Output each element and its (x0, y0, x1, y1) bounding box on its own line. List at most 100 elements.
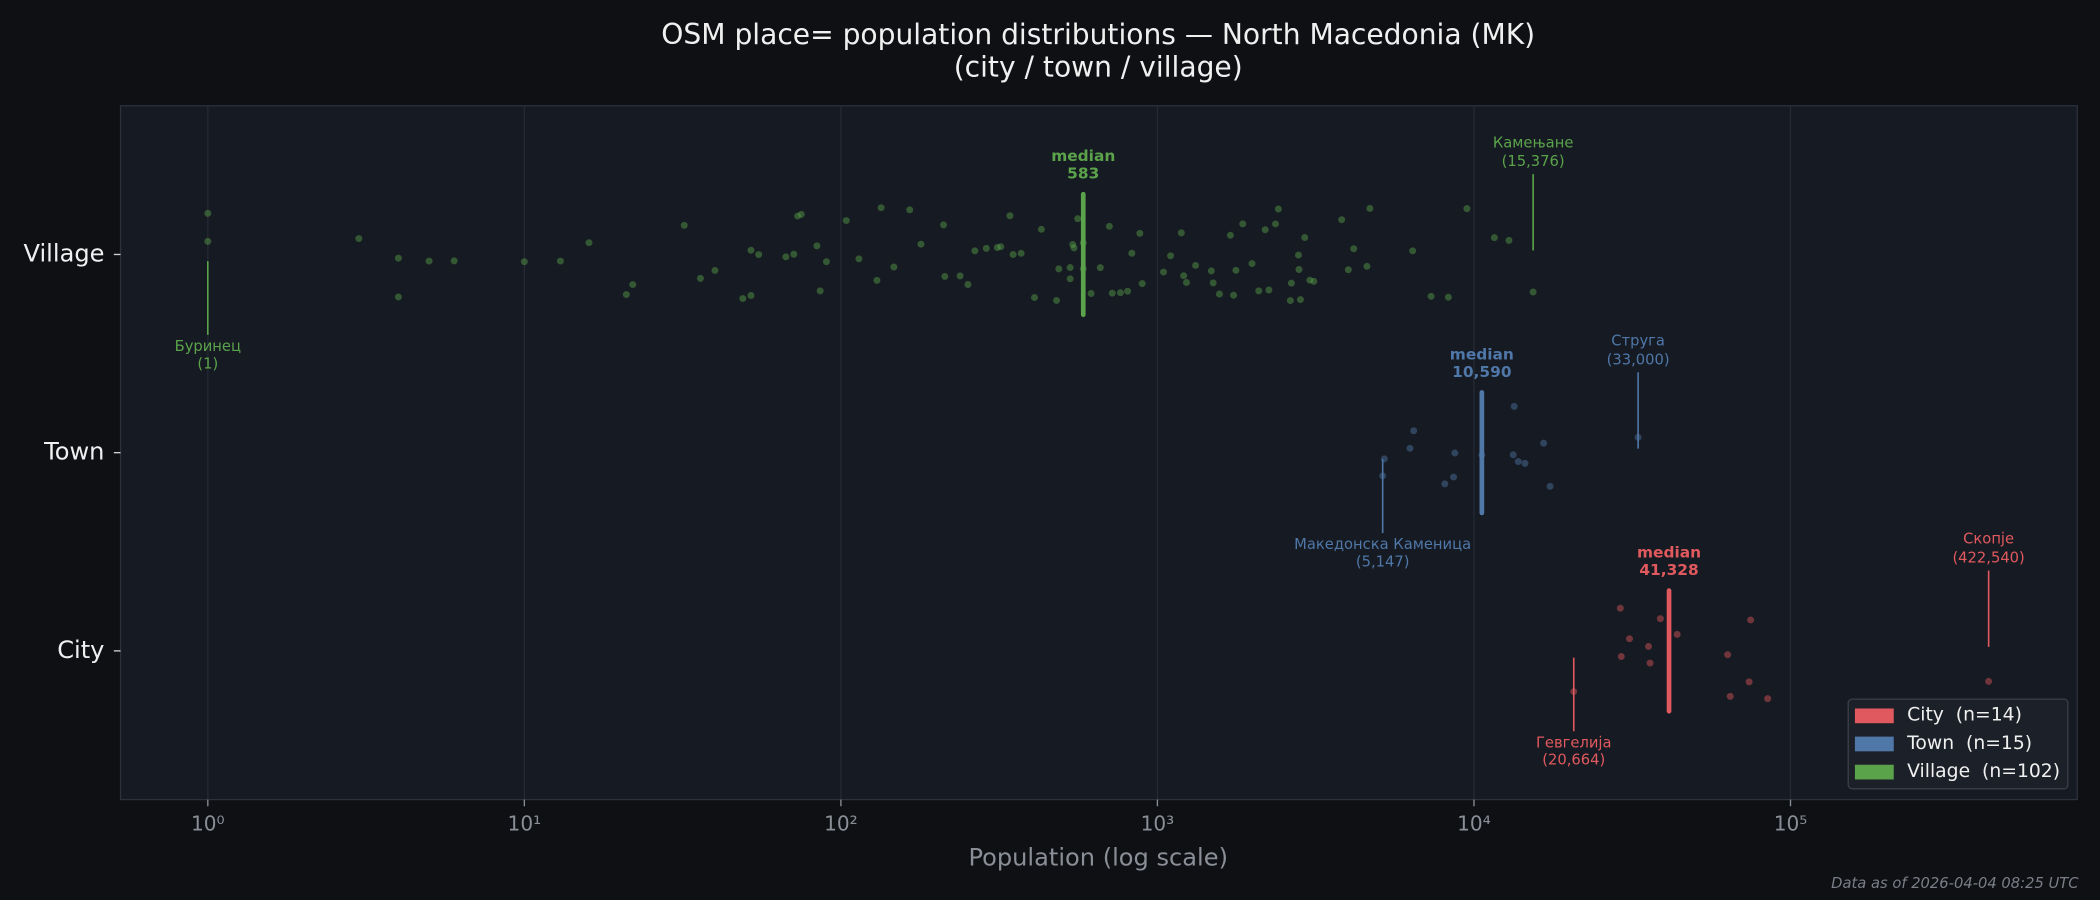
data-point (1053, 296, 1061, 304)
data-point (450, 257, 458, 265)
data-point (1255, 287, 1263, 295)
data-point (917, 240, 925, 248)
x-tick-label: 10⁰ (191, 812, 225, 836)
y-tick-label: Town (43, 438, 104, 466)
data-point (622, 291, 630, 299)
median-label: median (1637, 544, 1701, 562)
x-tick-label: 10² (824, 812, 858, 836)
data-point (1510, 402, 1518, 410)
data-point (1271, 220, 1279, 228)
data-point (1546, 482, 1554, 490)
footer: Data as of 2026-04-04 08:25 UTC (1831, 875, 2079, 892)
data-point (1410, 427, 1418, 435)
data-point (1248, 260, 1256, 268)
data-point (1295, 265, 1303, 273)
data-point (877, 204, 885, 212)
data-point (1096, 264, 1104, 272)
x-tick-label: 10¹ (508, 812, 542, 836)
data-point (1226, 231, 1234, 239)
data-point (1128, 249, 1136, 257)
data-point (1232, 266, 1240, 274)
legend-label: Village (n=102) (1907, 761, 2060, 782)
data-point (1764, 695, 1772, 703)
data-point (816, 287, 824, 295)
data-point (1006, 212, 1014, 220)
data-point (1306, 276, 1314, 284)
data-point (1441, 480, 1449, 488)
x-tick-label: 10⁵ (1774, 812, 1808, 836)
annotation-value: (20,664) (1542, 752, 1605, 769)
x-tick-label: 10³ (1141, 812, 1175, 836)
data-point (1286, 297, 1294, 305)
data-point (997, 243, 1005, 251)
data-point (822, 258, 830, 266)
data-point (1724, 651, 1732, 659)
legend-label: Town (n=15) (1906, 733, 2032, 754)
data-point (1673, 630, 1681, 638)
data-point (747, 246, 755, 254)
data-point (941, 272, 949, 280)
data-point (794, 212, 802, 220)
annotation-value: (422,540) (1952, 549, 2024, 566)
legend-swatch (1854, 708, 1894, 724)
data-point (355, 235, 363, 243)
data-point (1463, 205, 1471, 213)
data-point (1116, 289, 1124, 297)
annotation-value: (1) (197, 355, 218, 372)
median-label: median (1450, 345, 1514, 363)
data-point (993, 243, 1001, 251)
data-point (1136, 229, 1144, 237)
data-point (394, 254, 402, 262)
data-point (747, 292, 755, 299)
data-point (1138, 280, 1146, 288)
data-point (1505, 236, 1513, 244)
data-point (1265, 286, 1273, 294)
data-point (1444, 293, 1452, 301)
data-point (1207, 267, 1215, 275)
data-point (1055, 265, 1063, 273)
data-point (1301, 233, 1309, 241)
data-point (1656, 615, 1664, 623)
data-point (1209, 279, 1217, 287)
data-point (1239, 220, 1247, 228)
annotation-value: (15,376) (1502, 153, 1565, 170)
data-point (890, 263, 898, 271)
data-point (1450, 473, 1458, 481)
data-point (520, 258, 528, 266)
median-value: 41,328 (1639, 561, 1698, 579)
data-point (1230, 291, 1238, 299)
data-point (1167, 252, 1175, 260)
data-point (1616, 604, 1624, 612)
data-point (711, 266, 719, 274)
data-point (1427, 292, 1435, 300)
data-point (1261, 226, 1269, 234)
median-value: 583 (1067, 165, 1099, 183)
annotation-value: (5,147) (1356, 554, 1410, 571)
data-point (1747, 616, 1755, 624)
data-point (940, 221, 948, 229)
median-label: median (1051, 147, 1115, 165)
data-point (1617, 653, 1625, 660)
data-point (1074, 215, 1082, 223)
data-point (1338, 216, 1346, 224)
annotation-name: Камењане (1493, 134, 1574, 151)
data-point (1540, 439, 1548, 447)
data-point (1037, 225, 1045, 233)
y-tick-label: Village (24, 239, 105, 267)
median-value: 10,590 (1452, 363, 1511, 381)
data-point (1350, 245, 1358, 253)
data-point (1287, 279, 1295, 287)
data-point (1124, 287, 1132, 295)
data-point (204, 237, 212, 245)
annotation-name: Гевгелија (1536, 734, 1612, 751)
data-point (1310, 277, 1318, 285)
legend-label: City (n=14) (1907, 705, 2022, 726)
data-point (1514, 458, 1522, 466)
data-point (1180, 272, 1188, 280)
data-point (1031, 294, 1039, 302)
data-point (556, 257, 564, 265)
data-point (204, 209, 212, 217)
data-point (782, 253, 790, 261)
data-point (797, 210, 805, 218)
